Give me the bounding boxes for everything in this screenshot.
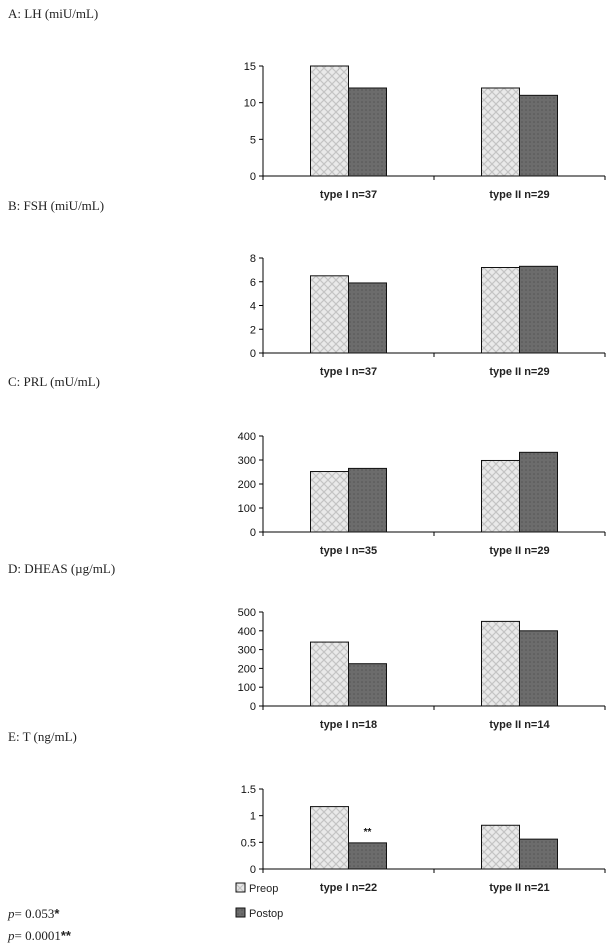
category-label: type I n=37 [320, 189, 377, 201]
bar-preop-2 [481, 459, 520, 533]
bar-preop-2 [481, 267, 520, 354]
y-tick-label: 300 [238, 455, 256, 467]
chart-panel-2: B: FSH (miU/mL) 0 2 4 6 8 type I n=37 type II n… [8, 198, 606, 378]
bar-postop-1 [348, 87, 387, 177]
p-value-note: p= 0.053* [8, 906, 59, 922]
chart-panel-1: A: LH (miU/mL) 0 5 10 15 type I n=37 type II n… [8, 6, 606, 201]
y-tick-label: 8 [250, 253, 256, 265]
y-tick-label: 200 [238, 663, 256, 675]
legend-label: Postop [249, 908, 283, 920]
y-tick-label: 6 [250, 277, 256, 289]
bar-postop-1 [348, 282, 387, 354]
y-tick-label: 400 [238, 431, 256, 443]
significance-annotation: ** [364, 827, 372, 838]
chart-panel-5: E: T (ng/mL) 0 0.5 1 1.5 type I n=22 type II n… [8, 729, 606, 894]
bar-preop-1 [310, 275, 349, 354]
bar-preop-1 [310, 471, 349, 533]
significance-stars: * [54, 906, 60, 921]
bar-preop-2 [481, 620, 520, 707]
panel-title: B: FSH (miU/mL) [8, 198, 104, 213]
category-label: type II n=29 [489, 189, 549, 201]
bar-preop-1 [310, 641, 349, 707]
category-label: type II n=29 [489, 366, 549, 378]
legend-swatch-postop [235, 907, 246, 918]
bar-postop-2 [519, 451, 558, 533]
y-tick-label: 1 [250, 811, 256, 823]
category-label: type I n=22 [320, 882, 377, 894]
panel-title: A: LH (miU/mL) [8, 6, 98, 21]
bar-postop-2 [519, 94, 558, 177]
y-tick-label: 0 [250, 171, 256, 183]
bar-postop-2 [519, 630, 558, 707]
p-symbol: p [8, 906, 15, 921]
bar-postop-2 [519, 265, 558, 354]
y-tick-label: 300 [238, 645, 256, 657]
y-tick-label: 500 [238, 607, 256, 619]
category-label: type I n=37 [320, 366, 377, 378]
chart-panel-4: D: DHEAS (µg/mL) 0 100 200 300 400 500 type I n… [8, 561, 606, 731]
y-tick-label: 100 [238, 503, 256, 515]
category-label: type II n=29 [489, 545, 549, 557]
significance-stars: ** [60, 928, 71, 943]
bar-preop-2 [481, 87, 520, 177]
bar-postop-1 [348, 663, 387, 707]
bar-preop-2 [481, 824, 520, 870]
bar-postop-1 [348, 842, 387, 870]
y-tick-label: 5 [250, 134, 256, 146]
category-label: type II n=14 [489, 719, 550, 731]
category-label: type II n=21 [489, 882, 549, 894]
panel-title: C: PRL (mU/mL) [8, 374, 100, 389]
y-tick-label: 4 [250, 301, 256, 313]
bar-postop-2 [519, 838, 558, 870]
chart-panel-3: C: PRL (mU/mL) 0 100 200 300 400 type I n=35 ty… [8, 374, 606, 557]
y-tick-label: 10 [244, 98, 256, 110]
legend-label: Preop [249, 883, 278, 895]
bar-preop-1 [310, 65, 349, 177]
y-tick-label: 0 [250, 348, 256, 360]
panel-title: D: DHEAS (µg/mL) [8, 561, 115, 576]
legend-swatch-preop [235, 882, 246, 893]
p-value: = 0.053 [14, 906, 55, 921]
p-symbol: p [8, 928, 15, 943]
p-value: = 0.0001 [14, 928, 61, 943]
y-tick-label: 400 [238, 626, 256, 638]
bar-postop-1 [348, 467, 387, 533]
y-tick-label: 0.5 [241, 837, 256, 849]
y-tick-label: 100 [238, 682, 256, 694]
y-tick-label: 0 [250, 527, 256, 539]
bar-preop-1 [310, 806, 349, 870]
legend: Preop Postop [235, 882, 283, 920]
category-label: type I n=35 [320, 545, 377, 557]
y-tick-label: 1.5 [241, 784, 256, 796]
panel-title: E: T (ng/mL) [8, 729, 77, 744]
y-tick-label: 2 [250, 324, 256, 336]
y-tick-label: 15 [244, 61, 256, 73]
y-tick-label: 0 [250, 864, 256, 876]
y-tick-label: 0 [250, 701, 256, 713]
category-label: type I n=18 [320, 719, 377, 731]
p-value-note: p= 0.0001** [8, 928, 71, 944]
y-tick-label: 200 [238, 479, 256, 491]
